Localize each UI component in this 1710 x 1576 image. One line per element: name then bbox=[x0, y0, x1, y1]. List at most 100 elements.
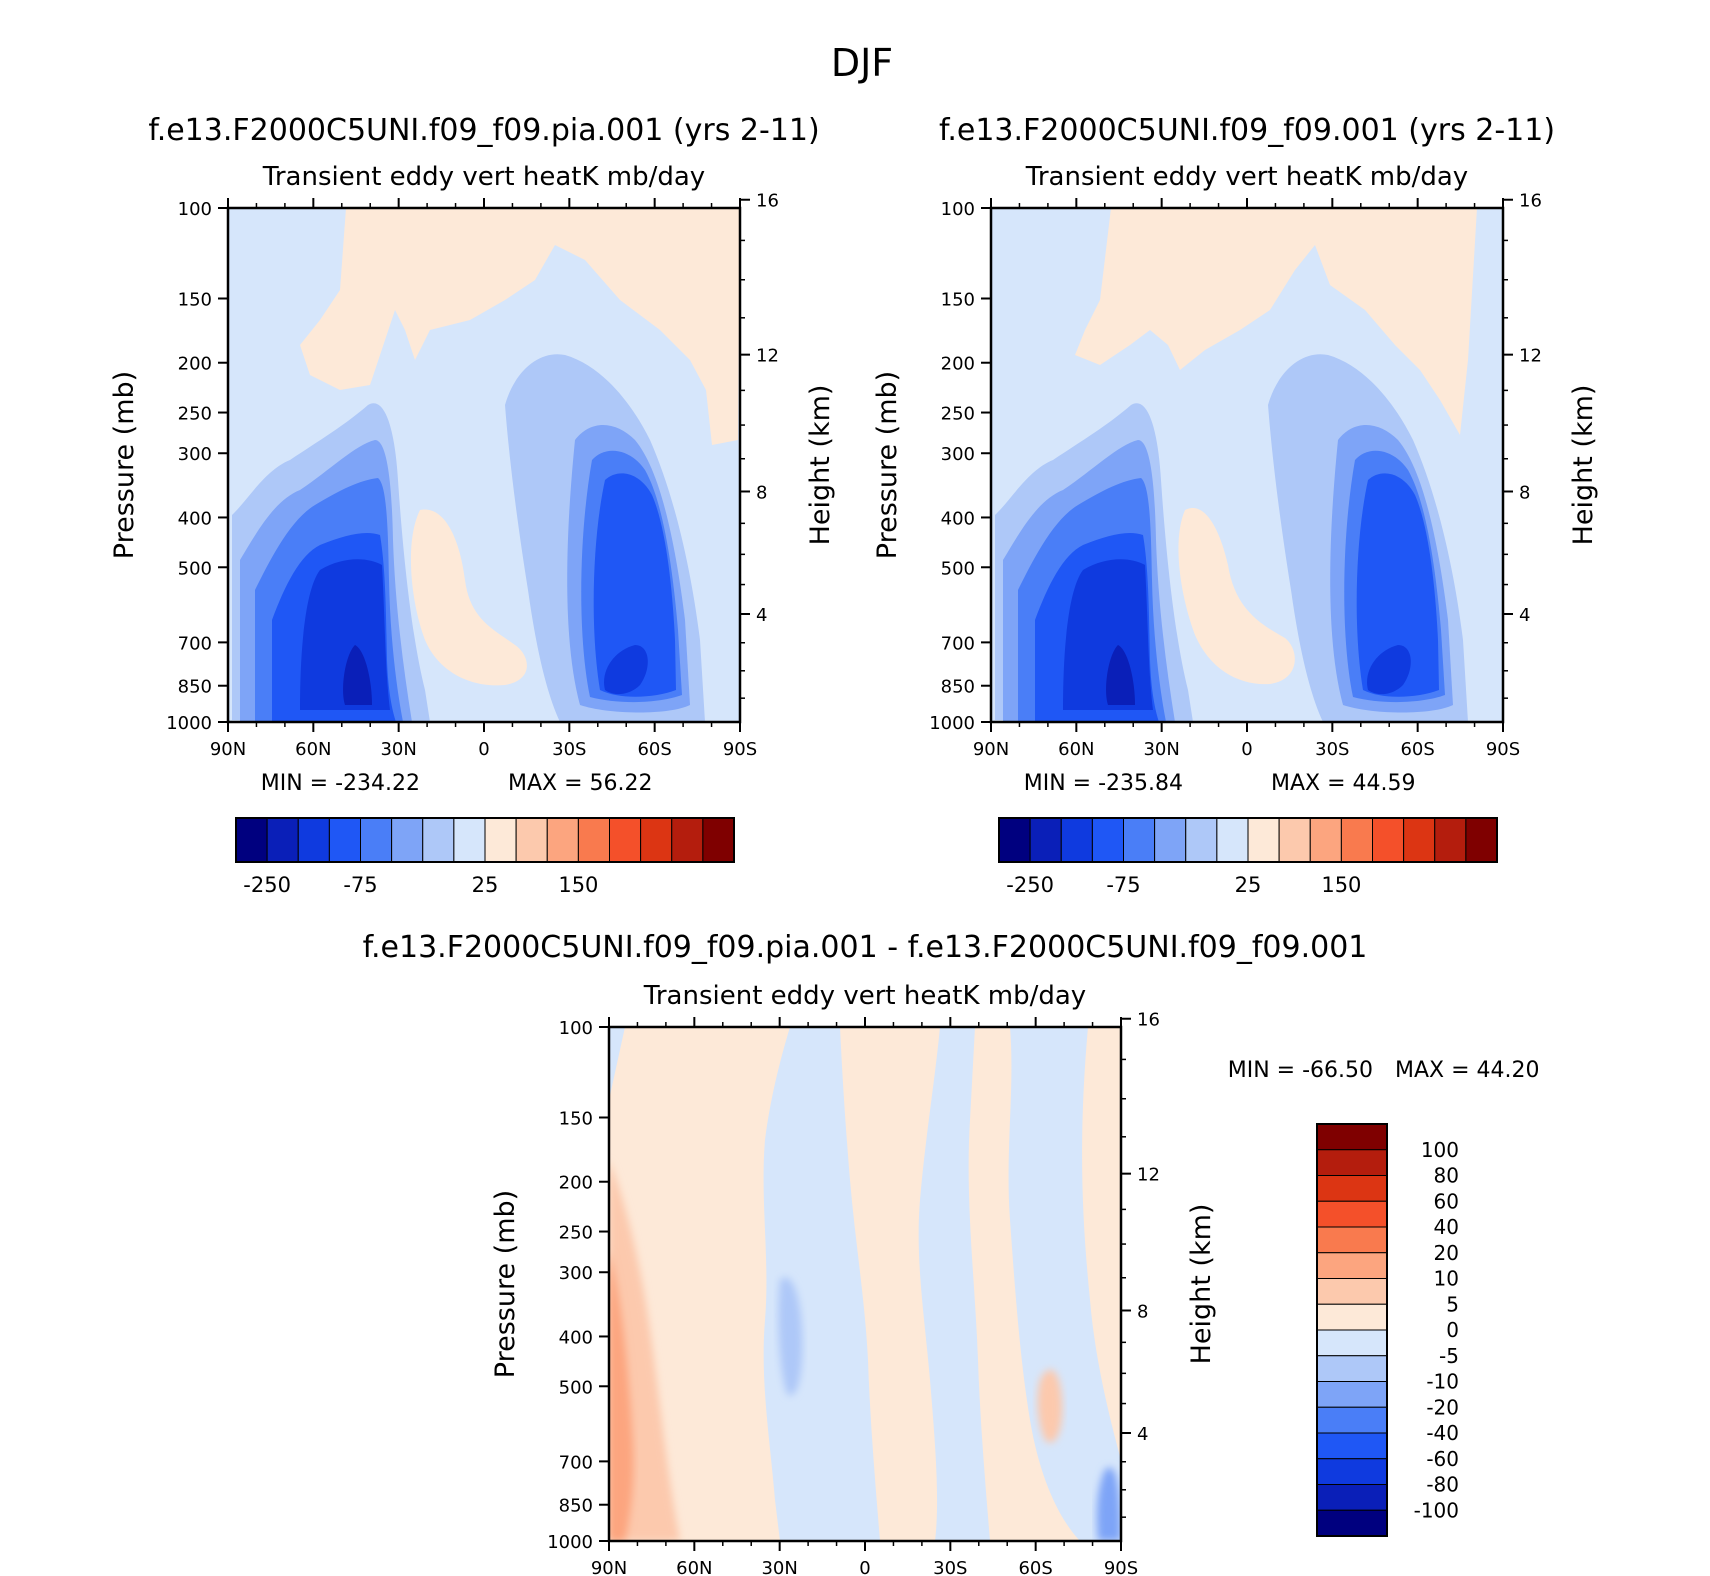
y-tick-label: 500 bbox=[178, 558, 212, 579]
panel-subtitle: Transient eddy vert heatK mb/day bbox=[1025, 162, 1468, 192]
y-tick-label: 850 bbox=[559, 1496, 593, 1517]
axes-p3: 90N 60N 30N 0 30S 60S 90S 100 150 200 250 300 400 500… bbox=[547, 1010, 1160, 1576]
y-tick-label: 850 bbox=[941, 677, 975, 698]
y-right-tick-label: 8 bbox=[756, 482, 767, 503]
y-tick-label: 250 bbox=[178, 404, 212, 425]
y-axis-label: Pressure (mb) bbox=[109, 371, 140, 559]
colorbar-swatch bbox=[297, 817, 330, 863]
y-axis-label: Pressure (mb) bbox=[490, 1190, 521, 1378]
panel-pia-run: f.e13.F2000C5UNI.f09_f09.pia.001 (yrs 2-… bbox=[109, 113, 836, 796]
colorbar-swatch bbox=[577, 817, 610, 863]
panel-title: f.e13.F2000C5UNI.f09_f09.pia.001 - f.e13… bbox=[363, 930, 1368, 965]
colorbar-swatch bbox=[235, 817, 268, 863]
x-tick-label: 90S bbox=[723, 739, 757, 760]
colorbar-swatch bbox=[640, 817, 673, 863]
colorbar-swatch bbox=[1316, 1509, 1388, 1537]
y-tick-label: 850 bbox=[178, 677, 212, 698]
x-tick-label: 30N bbox=[380, 739, 416, 760]
nh-negative-core bbox=[343, 645, 372, 705]
colorbar-label: -75 bbox=[1106, 873, 1140, 897]
upper-positive-region bbox=[300, 208, 740, 445]
y-tick-label: 100 bbox=[559, 1018, 593, 1039]
colorbar-swatch bbox=[671, 817, 704, 863]
colorbar-swatch bbox=[609, 817, 642, 863]
colorbar-swatch bbox=[266, 817, 299, 863]
colorbar-label: -250 bbox=[1006, 873, 1054, 897]
y-right-tick-label: 4 bbox=[1519, 605, 1530, 626]
y-tick-label: 400 bbox=[559, 1327, 593, 1348]
y-tick-label: 500 bbox=[559, 1377, 593, 1398]
colorbar-frame bbox=[998, 817, 1498, 863]
max-value-label: MAX = 56.22 bbox=[508, 771, 653, 796]
x-tick-label: 90N bbox=[591, 1558, 627, 1576]
colorbar-label: 80 bbox=[1434, 1164, 1459, 1188]
y-tick-label: 200 bbox=[178, 354, 212, 375]
panel-subtitle: Transient eddy vert heatK mb/day bbox=[643, 981, 1086, 1011]
colorbar-p1: -250 -75 25 150 bbox=[235, 817, 735, 897]
colorbar-swatch bbox=[1316, 1252, 1388, 1279]
colorbar-swatch bbox=[484, 817, 517, 863]
y-tick-label: 300 bbox=[559, 1263, 593, 1284]
y-axis-right-label: Height (km) bbox=[1186, 1204, 1217, 1365]
upper-positive-region bbox=[1075, 208, 1477, 435]
colorbar-swatch bbox=[360, 817, 393, 863]
x-tick-label: 90S bbox=[1486, 739, 1520, 760]
colorbar-label: -80 bbox=[1426, 1473, 1459, 1497]
sh-positive-patch bbox=[1037, 1369, 1063, 1443]
y-right-tick-label: 4 bbox=[1137, 1424, 1148, 1445]
x-tick-label: 30S bbox=[1315, 739, 1349, 760]
antarctic-negative-patch bbox=[1096, 1467, 1121, 1541]
min-value-label: MIN = -235.84 bbox=[1024, 771, 1183, 796]
y-axis-right-label: Height (km) bbox=[1568, 385, 1599, 546]
x-tick-label: 90N bbox=[210, 739, 246, 760]
x-tick-label: 60N bbox=[1058, 739, 1094, 760]
colorbar-swatch bbox=[1185, 817, 1218, 863]
sh-negative-core bbox=[1367, 645, 1411, 695]
colorbar-swatch bbox=[1465, 817, 1498, 863]
colorbar-frame bbox=[1316, 1123, 1388, 1537]
nh-negative-core bbox=[1106, 645, 1135, 705]
colorbar-label: -75 bbox=[343, 873, 377, 897]
colorbar-p2: -250 -75 25 150 bbox=[998, 817, 1498, 897]
x-tick-label: 30S bbox=[552, 739, 586, 760]
colorbar-label: 25 bbox=[472, 873, 499, 897]
colorbar-label: 150 bbox=[558, 873, 598, 897]
x-tick-label: 60N bbox=[676, 1558, 712, 1576]
sh-negative-blob-4 bbox=[593, 473, 676, 697]
colorbar-swatch bbox=[1316, 1123, 1388, 1151]
colorbar-swatch bbox=[1316, 1406, 1388, 1434]
y-tick-label: 1000 bbox=[929, 713, 975, 734]
colorbar-label: 20 bbox=[1434, 1241, 1459, 1265]
colorbar-swatch bbox=[1309, 817, 1342, 863]
y-tick-label: 250 bbox=[941, 404, 975, 425]
colorbar-swatch bbox=[1316, 1200, 1388, 1228]
colorbar-swatch bbox=[515, 817, 548, 863]
colorbar-swatch bbox=[1278, 817, 1311, 863]
colorbar-label: 0 bbox=[1446, 1318, 1459, 1342]
contour-field bbox=[228, 208, 740, 722]
panel-title: f.e13.F2000C5UNI.f09_f09.001 (yrs 2-11) bbox=[939, 113, 1555, 148]
colorbar-label: 100 bbox=[1421, 1138, 1459, 1162]
x-tick-label: 0 bbox=[1241, 739, 1252, 760]
colorbar-swatch bbox=[1316, 1355, 1388, 1382]
x-tick-label: 0 bbox=[478, 739, 489, 760]
colorbar-label: 10 bbox=[1434, 1267, 1459, 1291]
colorbar-swatch bbox=[1340, 817, 1373, 863]
panel-control-run: f.e13.F2000C5UNI.f09_f09.001 (yrs 2-11) … bbox=[872, 113, 1599, 796]
panel-difference: f.e13.F2000C5UNI.f09_f09.pia.001 - f.e13… bbox=[363, 930, 1540, 1543]
y-tick-label: 250 bbox=[559, 1223, 593, 1244]
positive-band-3 bbox=[968, 1027, 1080, 1541]
colorbar-label: 40 bbox=[1434, 1215, 1459, 1239]
x-tick-label: 60S bbox=[1018, 1558, 1052, 1576]
x-tick-label: 30N bbox=[761, 1558, 797, 1576]
y-right-tick-label: 12 bbox=[1137, 1165, 1160, 1186]
y-tick-label: 300 bbox=[178, 444, 212, 465]
y-tick-label: 700 bbox=[941, 633, 975, 654]
y-tick-label: 300 bbox=[941, 444, 975, 465]
axes-layer: 90N 60N 30N 0 30S 60S 90S100150200250300400500… bbox=[166, 191, 1542, 1576]
y-tick-label: 150 bbox=[559, 1109, 593, 1130]
x-tick-label: 0 bbox=[859, 1558, 870, 1576]
y-tick-label: 150 bbox=[178, 290, 212, 311]
